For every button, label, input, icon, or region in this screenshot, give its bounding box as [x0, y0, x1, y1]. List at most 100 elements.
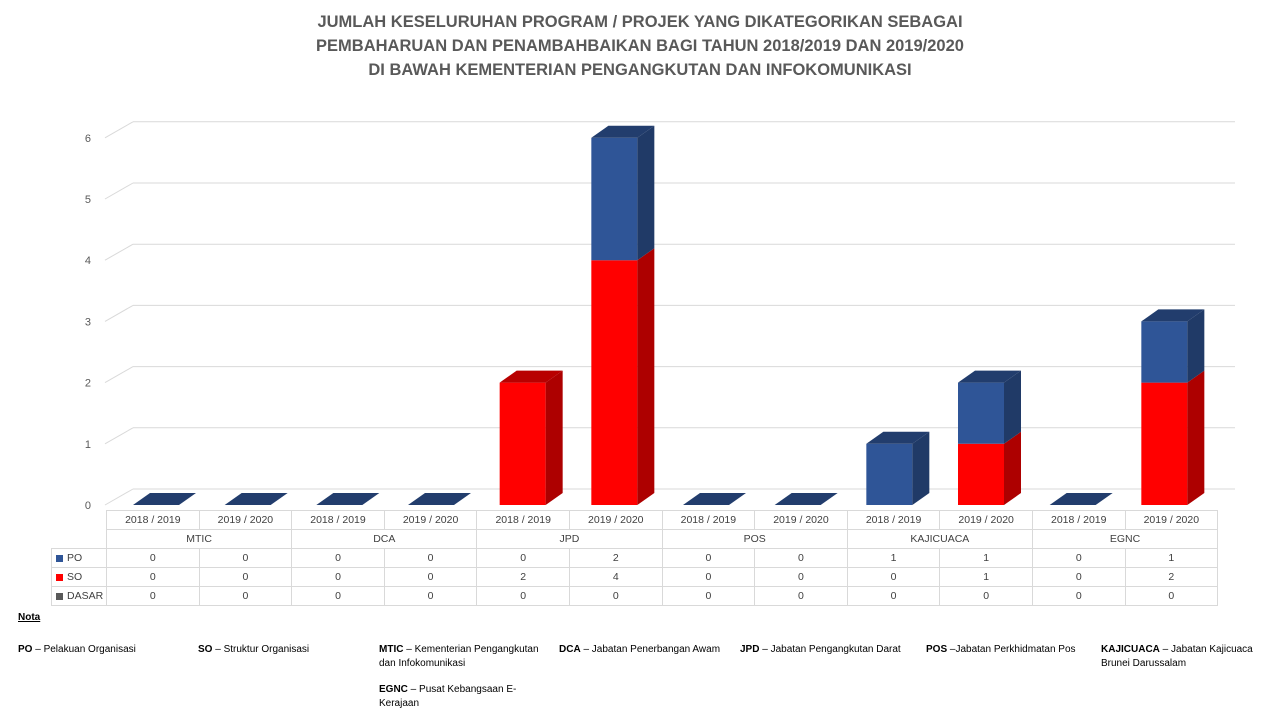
- table-row-dasar: DASAR 0 0 0 0 0 0 0 0 0 0 0 0: [51, 586, 1219, 606]
- table-value-so-9: 1: [939, 567, 1033, 587]
- table-value-so-10: 0: [1031, 567, 1126, 587]
- table-value-so-0: 0: [106, 567, 200, 587]
- table-value-dasar-11: 0: [1124, 586, 1219, 606]
- bar-side-po-5: [637, 125, 655, 261]
- note-item-so: SO – Struktur Organisasi: [198, 644, 310, 655]
- data-table: 2018 / 2019 2019 / 2020 2018 / 2019 2019 / …: [51, 510, 1219, 606]
- table-period-6: 2018 / 2019: [661, 510, 756, 530]
- grid-diag-4: [104, 243, 134, 261]
- y-tick-label-5: 5: [85, 194, 91, 206]
- bar-po-11: [1141, 321, 1188, 383]
- bar-top-po-11: [1141, 309, 1205, 322]
- grid-diag-3: [104, 304, 134, 322]
- notes-section: Nota PO – Pelakuan Organisasi SO – Struk…: [0, 612, 1280, 720]
- table-value-so-11: 2: [1124, 567, 1219, 587]
- bar-top-po-9: [958, 370, 1021, 383]
- table-period-11: 2019 / 2020: [1124, 510, 1219, 530]
- grid-diag-0: [104, 488, 134, 506]
- y-tick-label-6: 6: [85, 133, 91, 145]
- table-period-3: 2019 / 2020: [383, 510, 478, 530]
- bar-zero-cap-0: [133, 493, 196, 505]
- table-period-7: 2019 / 2020: [754, 510, 848, 530]
- bar-side-po-11: [1187, 309, 1205, 383]
- grid-diag-2: [104, 366, 134, 384]
- bar-side-so-11: [1187, 370, 1205, 505]
- bar-side-po-8: [912, 431, 930, 505]
- table-value-dasar-7: 0: [754, 586, 848, 606]
- legend-swatch-so: [56, 573, 63, 581]
- y-tick-label-2: 2: [85, 378, 91, 390]
- y-tick-label-1: 1: [85, 439, 91, 451]
- table-row-so: SO 0 0 0 0 2 4 0 0 0 1 0 2: [51, 567, 1219, 587]
- table-value-po-4: 0: [476, 548, 570, 568]
- chart-title-line-2: PEMBAHARUAN DAN PENAMBAHBAIKAN BAGI TAHU…: [316, 37, 964, 55]
- table-corner: [51, 510, 107, 530]
- bar-so-4: [499, 382, 546, 505]
- bar-zero-cap-6: [683, 493, 746, 505]
- table-row-po: PO 0 0 0 0 0 2 0 0 1 1 0 1: [51, 548, 1219, 568]
- table-value-so-6: 0: [661, 567, 756, 587]
- bar-zero-cap-1: [224, 493, 288, 505]
- table-value-so-7: 0: [754, 567, 848, 587]
- table-value-dasar-9: 0: [939, 586, 1033, 606]
- table-value-dasar-8: 0: [846, 586, 941, 606]
- table-value-dasar-4: 0: [476, 586, 570, 606]
- table-value-po-9: 1: [939, 548, 1033, 568]
- table-group-1: DCA: [291, 529, 478, 549]
- table-value-so-4: 2: [476, 567, 570, 587]
- legend-swatch-po: [56, 554, 63, 562]
- table-period-10: 2018 / 2019: [1031, 510, 1126, 530]
- bar-zero-cap-10: [1049, 493, 1113, 505]
- table-group-3: POS: [661, 529, 848, 549]
- table-value-po-2: 0: [291, 548, 385, 568]
- note-item-egnc: EGNC – Pusat Kebangsaan E-Kerajaan: [379, 684, 517, 709]
- note-item-po: PO – Pelakuan Organisasi: [18, 644, 136, 655]
- table-value-po-5: 2: [568, 548, 663, 568]
- table-group-5: EGNC: [1031, 529, 1219, 549]
- legend-po: PO: [51, 548, 107, 568]
- table-value-po-11: 1: [1124, 548, 1219, 568]
- bar-so-11: [1141, 382, 1188, 505]
- bar-zero-cap-7: [774, 493, 838, 505]
- table-value-so-8: 0: [846, 567, 941, 587]
- table-value-dasar-1: 0: [198, 586, 293, 606]
- table-period-4: 2018 / 2019: [476, 510, 570, 530]
- legend-dasar: DASAR: [51, 586, 107, 606]
- table-value-po-10: 0: [1031, 548, 1126, 568]
- legend-label-so: SO: [67, 571, 83, 583]
- bar-top-po-8: [866, 431, 930, 444]
- bar-po-9: [958, 382, 1004, 444]
- table-value-dasar-2: 0: [291, 586, 385, 606]
- note-item-pos: POS –Jabatan Perkhidmatan Pos: [926, 644, 1076, 655]
- table-value-dasar-0: 0: [106, 586, 200, 606]
- bar-so-9: [958, 443, 1004, 505]
- legend-so: SO: [51, 567, 107, 587]
- table-period-9: 2019 / 2020: [939, 510, 1033, 530]
- legend-swatch-dasar: [56, 592, 63, 600]
- notes-heading: Nota: [18, 612, 41, 623]
- table-value-so-5: 4: [568, 567, 663, 587]
- legend-label-dasar: DASAR: [67, 590, 104, 602]
- y-tick-label-4: 4: [85, 255, 91, 267]
- y-tick-label-3: 3: [85, 316, 91, 328]
- table-row-period: 2018 / 2019 2019 / 2020 2018 / 2019 2019 / …: [51, 510, 1219, 530]
- table-value-dasar-3: 0: [383, 586, 478, 606]
- table-value-dasar-6: 0: [661, 586, 756, 606]
- table-value-po-6: 0: [661, 548, 756, 568]
- table-value-po-3: 0: [383, 548, 478, 568]
- table-value-dasar-10: 0: [1031, 586, 1126, 606]
- grid-diag-6: [104, 121, 134, 139]
- table-value-dasar-5: 0: [568, 586, 663, 606]
- chart-title-line-1: JUMLAH KESELURUHAN PROGRAM / PROJEK YANG…: [317, 13, 963, 31]
- bar-side-po-9: [1004, 370, 1021, 444]
- chart-title-line-3: DI BAWAH KEMENTERIAN PENGANGKUTAN DAN IN…: [368, 61, 912, 79]
- table-period-8: 2018 / 2019: [846, 510, 941, 530]
- y-tick-label-0: 0: [85, 500, 91, 512]
- bar-top-so-4: [499, 370, 563, 383]
- table-period-0: 2018 / 2019: [106, 510, 200, 530]
- note-item-kajicuaca: KAJICUACA – Jabatan Kajicuaca Brunei Dar…: [1101, 644, 1253, 669]
- table-period-1: 2019 / 2020: [198, 510, 293, 530]
- table-value-so-1: 0: [198, 567, 293, 587]
- table-value-po-0: 0: [106, 548, 200, 568]
